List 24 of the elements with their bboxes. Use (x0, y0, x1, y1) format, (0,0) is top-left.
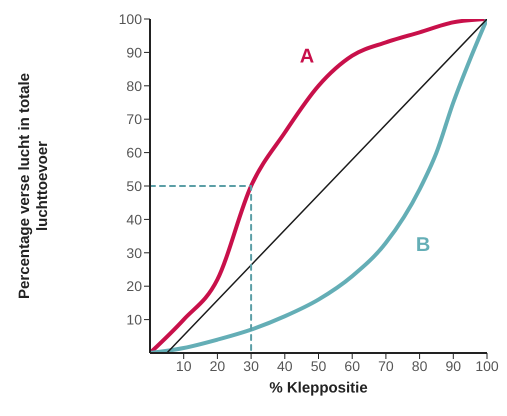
x-axis-title: % Kleppositie (269, 380, 368, 397)
y-tick-label: 30 (126, 244, 142, 261)
x-tick-label: 60 (344, 358, 360, 374)
y-tick-label: 90 (126, 44, 142, 60)
y-tick-label: 80 (126, 78, 142, 94)
x-tick-label: 90 (446, 358, 462, 374)
y-tick-label: 10 (126, 312, 142, 328)
y-axis-title: Percentage verse lucht in totale luchttoevoer (16, 73, 51, 299)
x-tick-label: 100 (475, 358, 499, 374)
series-label: B (416, 234, 430, 256)
x-tick-label: 80 (412, 358, 428, 374)
x-tick-label: 10 (176, 358, 192, 374)
x-tick-label: 50 (310, 358, 326, 374)
y-tick-label: 20 (126, 278, 142, 294)
series-label: A (300, 46, 314, 68)
y-tick-label: 70 (126, 111, 142, 128)
y-tick-label: 50 (126, 178, 142, 194)
x-tick-label: 30 (243, 358, 260, 374)
y-tick-label: 60 (126, 144, 142, 161)
x-tick-label: 20 (210, 358, 226, 374)
y-tick-label: 100 (118, 10, 142, 27)
y-tick-label: 40 (126, 211, 142, 228)
x-tick-label: 70 (378, 358, 394, 374)
x-tick-label: 40 (277, 358, 293, 374)
